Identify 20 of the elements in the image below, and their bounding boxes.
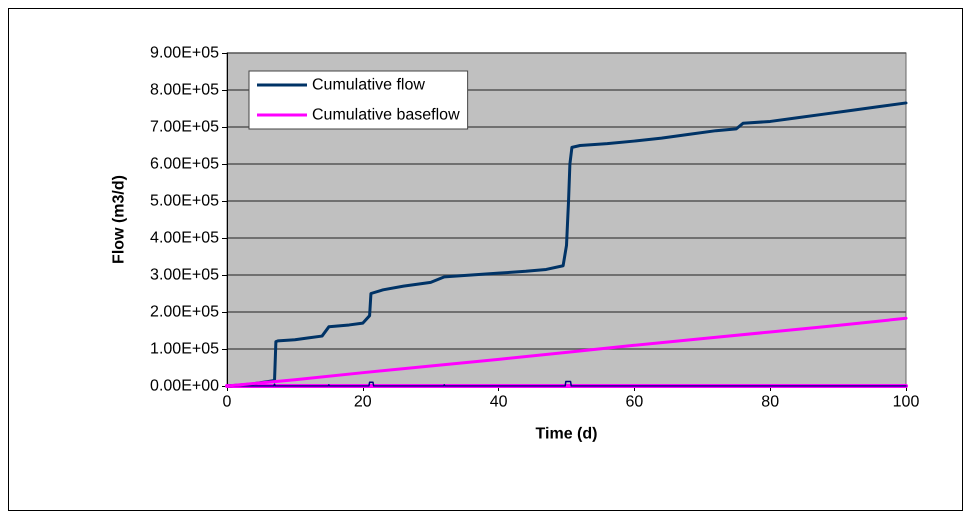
legend-label: Cumulative baseflow — [312, 106, 460, 124]
x-tick-label: 80 — [761, 394, 780, 410]
y-tick-label: 2.00E+05 — [150, 304, 220, 320]
y-tick-label: 3.00E+05 — [150, 266, 220, 284]
y-tick-label: 6.00E+05 — [150, 156, 220, 172]
y-tick-label: 9.00E+05 — [150, 44, 220, 62]
y-tick-label: 5.00E+05 — [150, 192, 220, 210]
x-tick-label: 100 — [892, 394, 920, 410]
x-tick-label: 40 — [490, 394, 508, 410]
x-tick-label: 0 — [222, 394, 232, 410]
x-tick-label: 20 — [354, 394, 372, 410]
y-tick-label: 4.00E+05 — [150, 230, 220, 246]
x-axis-title: Time (d) — [536, 426, 598, 442]
y-tick-label: 8.00E+05 — [150, 82, 220, 98]
y-tick-label: 1.00E+05 — [150, 340, 220, 358]
legend-label: Cumulative flow — [312, 76, 426, 94]
y-tick-label: 0.00E+00 — [150, 378, 220, 394]
y-axis-title: Flow (m3/d) — [110, 175, 128, 264]
y-tick-label: 7.00E+05 — [150, 118, 220, 136]
x-tick-label: 60 — [626, 394, 644, 410]
